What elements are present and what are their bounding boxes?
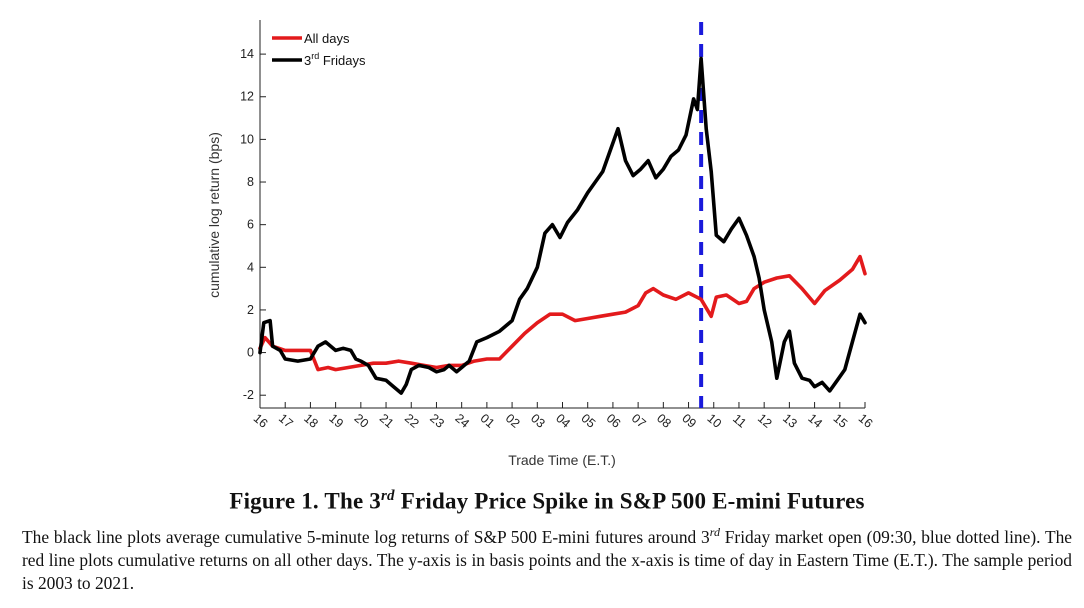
figure-description: The black line plots average cumulative … <box>22 521 1072 596</box>
x-tick-label: 19 <box>326 411 346 431</box>
figure-description-part1: The black line plots average cumulative … <box>22 526 710 547</box>
x-tick-label: 11 <box>730 411 749 430</box>
figure-description-superscript: rd <box>709 524 720 539</box>
x-tick-label: 18 <box>301 411 321 431</box>
x-tick-label: 13 <box>780 411 800 431</box>
series-line-all-days <box>258 254 867 372</box>
figure-title-suffix: Friday Price Spike in S&P 500 E-mini Fut… <box>394 488 865 514</box>
x-tick-label: 24 <box>452 411 472 431</box>
x-tick-label: 02 <box>503 411 523 431</box>
y-axis-label: cumulative log return (bps) <box>206 132 222 298</box>
x-tick-label: 05 <box>578 411 598 431</box>
x-tick-label: 16 <box>251 411 271 431</box>
x-tick-label: 10 <box>704 411 724 431</box>
y-tick-label: 6 <box>247 218 254 232</box>
x-tick-label: 22 <box>402 411 422 431</box>
x-tick-label: 09 <box>679 411 699 431</box>
series-line-3rd-fridays <box>258 56 867 395</box>
x-tick-label: 23 <box>427 411 447 431</box>
legend: All days 3rd Fridays <box>272 31 366 68</box>
x-tick-label: 07 <box>629 411 649 431</box>
y-tick-label: 14 <box>240 47 254 61</box>
figure-caption: Figure 1. The 3rd Friday Price Spike in … <box>22 488 1072 596</box>
x-tick-label: 16 <box>856 411 876 431</box>
x-tick-label: 01 <box>478 411 498 431</box>
x-axis-label: Trade Time (E.T.) <box>508 452 616 468</box>
legend-label-all-days: All days <box>304 31 350 46</box>
x-tick-label: 20 <box>352 411 372 431</box>
figure-title-prefix: Figure 1. The 3 <box>229 488 382 514</box>
x-tick-label: 08 <box>654 411 674 431</box>
y-tick-label: 8 <box>247 175 254 189</box>
x-tick-label: 03 <box>528 411 548 431</box>
x-tick-label: 17 <box>276 411 296 431</box>
figure-title: Figure 1. The 3rd Friday Price Spike in … <box>22 488 1072 515</box>
x-tick-label: 21 <box>377 411 397 431</box>
x-tick-label: 14 <box>805 411 825 431</box>
y-tick-label: 12 <box>240 90 254 104</box>
x-tick-label: 12 <box>755 411 775 431</box>
figure-title-superscript: rd <box>381 488 395 504</box>
y-tick-label: 0 <box>247 346 254 360</box>
y-tick-label: 10 <box>240 132 254 146</box>
x-tick-label: 15 <box>831 411 851 431</box>
y-tick-label: 2 <box>247 303 254 317</box>
y-tick-label: -2 <box>243 388 254 402</box>
series-layer <box>258 56 867 395</box>
x-tick-label: 04 <box>553 411 573 431</box>
y-tick-label: 4 <box>247 260 254 274</box>
legend-label-3rd-fridays: 3rd Fridays <box>304 51 366 68</box>
figure-description-part2: Friday market open (09:30, blue dotted l… <box>22 526 1073 594</box>
x-tick-label: 06 <box>604 411 624 431</box>
